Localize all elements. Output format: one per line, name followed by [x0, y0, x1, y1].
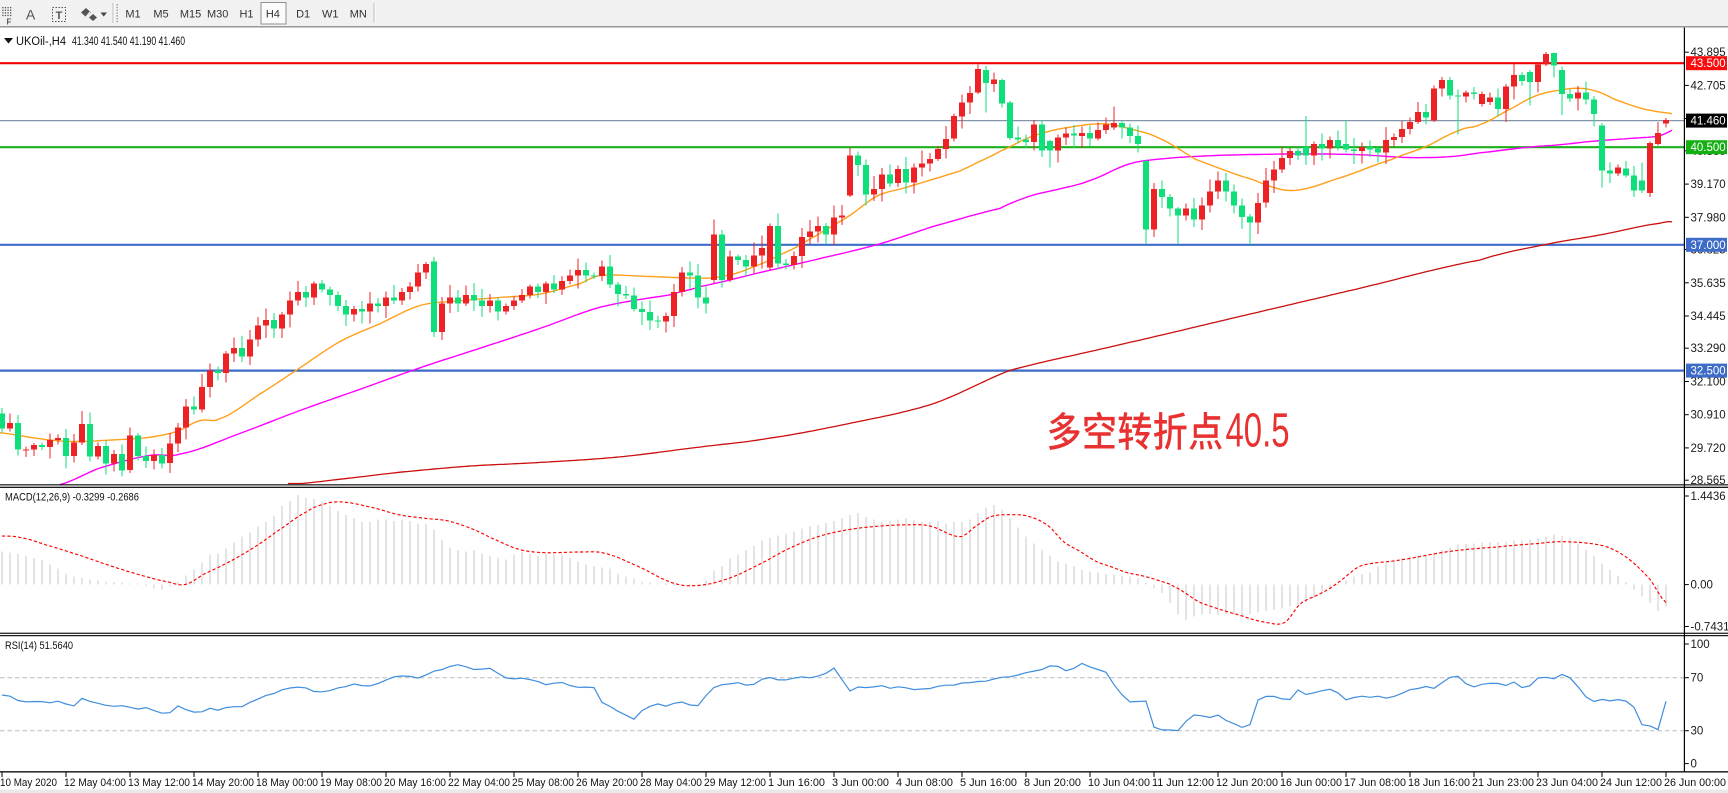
svg-text:19 May 08:00: 19 May 08:00: [320, 777, 382, 789]
svg-text:24 Jun 12:00: 24 Jun 12:00: [1600, 777, 1662, 789]
svg-text:30: 30: [1691, 726, 1704, 738]
svg-text:10 May 2020: 10 May 2020: [0, 777, 57, 789]
svg-text:4 Jun 08:00: 4 Jun 08:00: [896, 777, 953, 789]
svg-text:18 May 00:00: 18 May 00:00: [256, 777, 318, 789]
svg-text:23 Jun 04:00: 23 Jun 04:00: [1536, 777, 1598, 789]
svg-text:A: A: [26, 7, 36, 23]
svg-text:10 Jun 04:00: 10 Jun 04:00: [1088, 777, 1150, 789]
svg-text:20 May 16:00: 20 May 16:00: [384, 777, 446, 789]
svg-text:29.720: 29.720: [1691, 443, 1726, 455]
svg-text:43.500: 43.500: [1691, 58, 1726, 70]
svg-text:28 May 04:00: 28 May 04:00: [640, 777, 702, 789]
svg-text:32.500: 32.500: [1691, 366, 1726, 378]
svg-text:MN: MN: [350, 9, 367, 21]
svg-text:100: 100: [1691, 639, 1710, 651]
svg-text:41.460: 41.460: [1691, 116, 1726, 128]
svg-text:H1: H1: [239, 9, 253, 21]
svg-text:12 Jun 20:00: 12 Jun 20:00: [1216, 777, 1278, 789]
svg-text:3 Jun 00:00: 3 Jun 00:00: [832, 777, 889, 789]
svg-text:28.565: 28.565: [1691, 475, 1726, 487]
svg-text:21 Jun 23:00: 21 Jun 23:00: [1472, 777, 1534, 789]
svg-text:W1: W1: [322, 9, 339, 21]
svg-text:26 Jun 00:00: 26 Jun 00:00: [1664, 777, 1726, 789]
svg-text:D1: D1: [296, 9, 310, 21]
svg-text:37.980: 37.980: [1691, 212, 1726, 224]
svg-text:13 May 12:00: 13 May 12:00: [128, 777, 190, 789]
svg-text:8 Jun 20:00: 8 Jun 20:00: [1024, 777, 1081, 789]
svg-text:33.290: 33.290: [1691, 343, 1726, 355]
svg-text:18 Jun 16:00: 18 Jun 16:00: [1408, 777, 1470, 789]
svg-text:40.5: 40.5: [1226, 405, 1290, 458]
svg-text:34.445: 34.445: [1691, 311, 1726, 323]
svg-text:5 Jun 16:00: 5 Jun 16:00: [960, 777, 1017, 789]
svg-text:35.635: 35.635: [1691, 278, 1726, 290]
svg-text:M5: M5: [153, 9, 168, 21]
svg-text:H4: H4: [266, 9, 280, 21]
svg-text:17 Jun 08:00: 17 Jun 08:00: [1344, 777, 1406, 789]
svg-text:F: F: [7, 18, 12, 27]
svg-text:22 May 04:00: 22 May 04:00: [448, 777, 510, 789]
svg-text:40.500: 40.500: [1691, 142, 1726, 154]
svg-text:1.4436: 1.4436: [1691, 491, 1726, 503]
svg-text:0.00: 0.00: [1691, 580, 1713, 592]
svg-text:37.000: 37.000: [1691, 240, 1726, 252]
svg-text:32.100: 32.100: [1691, 377, 1726, 389]
svg-text:M15: M15: [180, 9, 201, 21]
svg-text:29 May 12:00: 29 May 12:00: [704, 777, 766, 789]
svg-text:42.705: 42.705: [1691, 80, 1726, 92]
svg-text:14 May 20:00: 14 May 20:00: [192, 777, 254, 789]
svg-text:RSI(14) 51.5640: RSI(14) 51.5640: [5, 640, 73, 652]
svg-text:1 Jun 16:00: 1 Jun 16:00: [768, 777, 825, 789]
svg-text:UKOil-,H4: UKOil-,H4: [16, 36, 67, 48]
svg-text:M1: M1: [125, 9, 140, 21]
svg-text:70: 70: [1691, 673, 1704, 685]
svg-text:16 Jun 00:00: 16 Jun 00:00: [1280, 777, 1342, 789]
svg-text:MACD(12,26,9) -0.3299 -0.2686: MACD(12,26,9) -0.3299 -0.2686: [5, 492, 139, 504]
svg-text:26 May 20:00: 26 May 20:00: [576, 777, 638, 789]
svg-text:30.910: 30.910: [1691, 410, 1726, 422]
svg-text:11 Jun 12:00: 11 Jun 12:00: [1152, 777, 1214, 789]
svg-text:0: 0: [1691, 759, 1697, 771]
svg-text:25 May 08:00: 25 May 08:00: [512, 777, 574, 789]
svg-text:M30: M30: [207, 9, 228, 21]
svg-text:41.340 41.540 41.190 41.460: 41.340 41.540 41.190 41.460: [72, 36, 185, 48]
svg-text:12 May 04:00: 12 May 04:00: [64, 777, 126, 789]
svg-text:T: T: [56, 10, 63, 22]
svg-text:39.170: 39.170: [1691, 179, 1726, 191]
svg-text:-0.7431: -0.7431: [1691, 622, 1728, 634]
